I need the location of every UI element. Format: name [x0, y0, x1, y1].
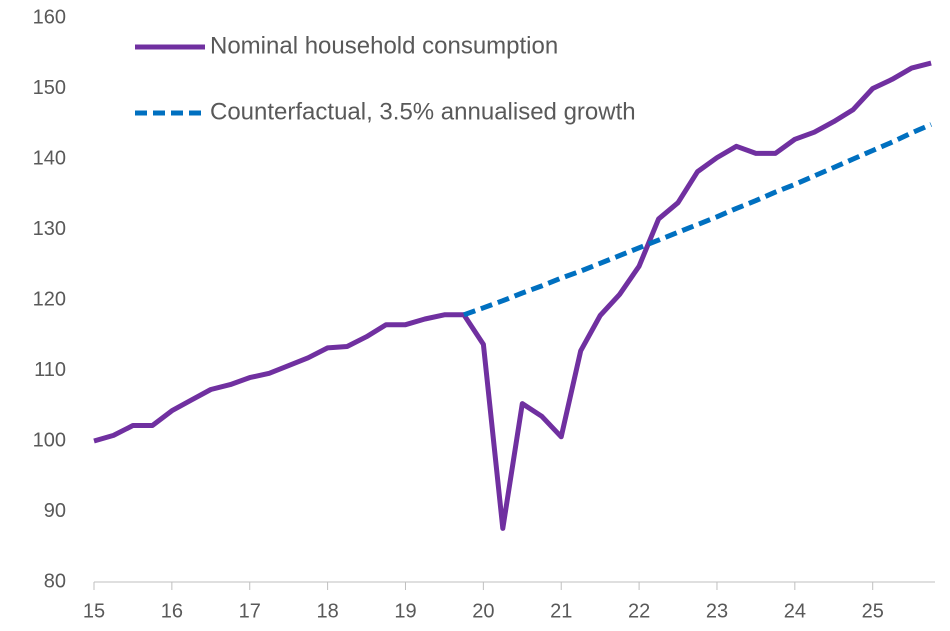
x-tick-label: 23	[706, 600, 728, 622]
series-line	[93, 60, 932, 531]
x-tick-label: 21	[550, 600, 572, 622]
x-tick-label: 15	[83, 600, 105, 622]
x-tick-label: 19	[394, 600, 416, 622]
y-tick-label: 150	[33, 77, 66, 99]
y-tick-label: 130	[33, 218, 66, 240]
y-tick-label: 110	[34, 359, 66, 381]
y-tick-label: 100	[33, 429, 66, 451]
x-tick-label: 24	[784, 600, 806, 622]
x-tick-label: 25	[862, 600, 884, 622]
legend-label: Counterfactual, 3.5% annualised growth	[210, 98, 636, 125]
x-tick-label: 17	[239, 600, 261, 622]
series-line	[463, 122, 933, 318]
x-tick-label: 18	[316, 600, 338, 622]
y-tick-label: 140	[33, 147, 66, 169]
y-tick-label: 160	[33, 6, 66, 28]
x-tick-label: 16	[161, 600, 183, 622]
y-tick-label: 120	[33, 288, 66, 310]
x-tick-label: 20	[472, 600, 494, 622]
y-tick-label: 90	[44, 500, 66, 522]
y-tick-label: 80	[44, 570, 66, 592]
x-tick-label: 22	[628, 600, 650, 622]
legend-label: Nominal household consumption	[210, 32, 558, 59]
